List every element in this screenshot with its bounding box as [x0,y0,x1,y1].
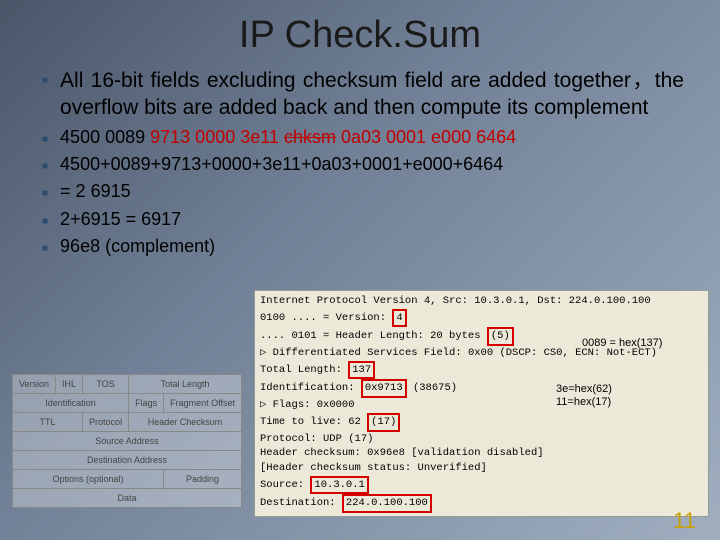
hdr-frag-offset: Fragment Offset [164,394,242,413]
wire-line: Source: 10.3.0.1 [260,476,703,495]
hdr-flags: Flags [129,394,164,413]
hdr-padding: Padding [164,470,242,489]
sum-text: 4500+0089+9713+0000+3e11+0a03+0001+e000+… [60,153,503,176]
hdr-checksum: Header Checksum [129,413,242,432]
wire-line: Protocol: UDP (17) [260,432,703,447]
hdr-data: Data [13,489,242,508]
highlight-box: 4 [392,309,406,328]
result-text: = 2 6915 [60,180,131,203]
bullet-marker-icon: ■ [42,74,48,87]
bullet-list: ■ All 16-bit fields excluding checksum f… [36,67,684,259]
complement-bullet: ■ 96e8 (complement) [42,235,684,258]
hex-line: 4500 0089 9713 0000 3e11 chksm 0a03 0001… [60,126,516,149]
wire-line: Total Length: 137 [260,361,703,380]
bullet-marker-icon: ■ [42,133,48,146]
highlight-box: 224.0.100.100 [342,494,432,513]
annot-0089: 0089 = hex(137) [582,337,662,349]
slide-title: IP Check.Sum [36,14,684,57]
hex-bullet: ■ 4500 0089 9713 0000 3e11 chksm 0a03 00… [42,126,684,149]
page-number: 11 [673,508,696,534]
hdr-identification: Identification [13,394,129,413]
wire-line: [Header checksum status: Unverified] [260,461,703,476]
annot-11: 11=hex(17) [556,396,611,408]
hdr-protocol: Protocol [83,413,129,432]
hdr-src: Source Address [13,432,242,451]
hdr-tos: TOS [83,375,129,394]
wire-title: Internet Protocol Version 4, Src: 10.3.0… [260,294,703,309]
highlight-box: (17) [367,413,400,432]
complement-text: 96e8 (complement) [60,235,215,258]
hex-seg: chksm [284,127,336,147]
hex-seg: 0a03 0001 e000 6464 [336,127,516,147]
hdr-total-length: Total Length [129,375,242,394]
annot-3e: 3e=hex(62) [556,383,612,395]
bullet-marker-icon: ■ [42,242,48,255]
bullet-marker-icon: ■ [42,215,48,228]
bullet-marker-icon: ■ [42,160,48,173]
highlight-box: 137 [348,361,375,380]
wire-line: ▷ Flags: 0x0000 [260,398,703,413]
hex-seg: 4500 0089 [60,127,150,147]
highlight-box: 10.3.0.1 [310,476,368,495]
wire-line: Destination: 224.0.100.100 [260,494,703,513]
hdr-version: Version [13,375,56,394]
sum-bullet: ■ 4500+0089+9713+0000+3e11+0a03+0001+e00… [42,153,684,176]
carry-text: 2+6915 = 6917 [60,208,181,231]
wire-line: Identification: 0x9713 (38675) [260,379,703,398]
hdr-dst: Destination Address [13,451,242,470]
hex-seg: 9713 0000 3e11 [150,127,284,147]
highlight-box: (5) [487,327,514,346]
wire-line: Header checksum: 0x96e8 [validation disa… [260,446,703,461]
highlight-box: 0x9713 [361,379,407,398]
result-bullet: ■ = 2 6915 [42,180,684,203]
main-bullet: ■ All 16-bit fields excluding checksum f… [42,67,684,122]
bullet-marker-icon: ■ [42,187,48,200]
hdr-ihl: IHL [56,375,83,394]
hdr-options: Options (optional) [13,470,164,489]
ip-header-diagram: Version IHL TOS Total Length Identificat… [12,374,242,508]
wire-line: Time to live: 62 (17) [260,413,703,432]
wire-line: 0100 .... = Version: 4 [260,309,703,328]
hdr-ttl: TTL [13,413,83,432]
main-bullet-text: All 16-bit fields excluding checksum fie… [60,67,684,122]
wireshark-panel: Internet Protocol Version 4, Src: 10.3.0… [254,290,709,517]
carry-bullet: ■ 2+6915 = 6917 [42,208,684,231]
